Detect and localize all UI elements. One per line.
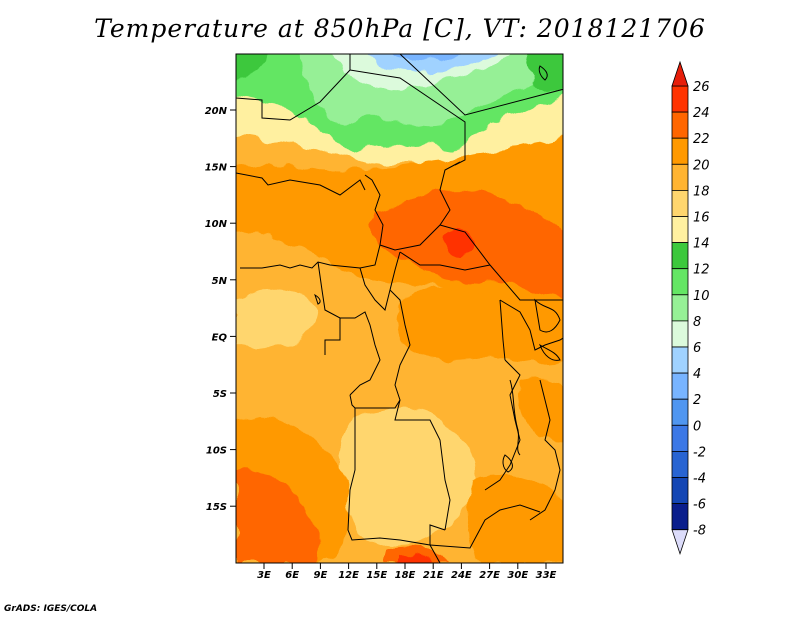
plot-frame	[235, 53, 564, 564]
colorbar-swatch	[671, 85, 689, 113]
lon-tick-label: 9E	[314, 570, 328, 581]
lon-tick-label: 18E	[395, 570, 416, 581]
colorbar-level-label: -4	[693, 472, 706, 487]
colorbar-level-label: 8	[693, 315, 701, 330]
lat-tick-label: 10S	[206, 446, 227, 457]
colorbar-under-arrow	[671, 529, 689, 555]
colorbar-level-label: -6	[693, 498, 706, 513]
colorbar-swatch	[671, 320, 689, 348]
longitude-axis: 3E 6E 9E 12E 15E 18E 21E 24E 27E 30E 33E	[257, 563, 557, 581]
lon-tick-label: 33E	[536, 570, 557, 581]
lon-tick-label: 27E	[479, 570, 500, 581]
colorbar-swatch	[671, 346, 689, 374]
colorbar-level-label: 20	[693, 158, 710, 173]
colorbar-level-label: 12	[693, 263, 710, 278]
colorbar-swatch	[671, 268, 689, 296]
colorbar-swatch	[671, 189, 689, 217]
colorbar-swatch	[671, 398, 689, 426]
colorbar-swatch	[671, 450, 689, 478]
lon-tick-label: 15E	[366, 570, 387, 581]
colorbar-swatch	[671, 216, 689, 244]
lat-tick-label: 5N	[212, 276, 228, 287]
colorbar-swatch	[671, 503, 689, 531]
colorbar-swatch	[671, 163, 689, 191]
lon-tick-label: 21E	[423, 570, 444, 581]
colorbar-level-label: 4	[693, 367, 701, 382]
lat-tick-label: EQ	[212, 332, 228, 343]
map-plot-area	[236, 54, 563, 563]
lon-tick-label: 24E	[451, 570, 472, 581]
colorbar-level-label: 18	[693, 184, 710, 199]
lon-tick-label: 6E	[285, 570, 299, 581]
colorbar-level-label: 24	[693, 106, 710, 121]
colorbar-swatch	[671, 477, 689, 505]
lon-tick-label: 30E	[507, 570, 528, 581]
colorbar-level-label: 26	[693, 80, 710, 95]
colorbar-swatch	[671, 137, 689, 165]
colorbar-level-label: 6	[693, 341, 701, 356]
colorbar-swatch	[671, 424, 689, 452]
latitude-axis: 20N 15N 10N 5N EQ 5S 10S 15S	[205, 106, 236, 513]
lon-tick-label: 3E	[257, 570, 271, 581]
colorbar-level-label: -2	[693, 445, 706, 460]
colorbar-level-label: -8	[693, 524, 706, 539]
colorbar-level-label: 14	[693, 237, 710, 252]
colorbar-swatch	[671, 111, 689, 139]
map-title: Temperature at 850hPa [C], VT: 201812170…	[94, 14, 706, 43]
colorbar-level-label: 16	[693, 211, 710, 226]
colorbar-swatch	[671, 294, 689, 322]
lat-tick-label: 15N	[205, 163, 228, 174]
lat-tick-label: 15S	[206, 502, 227, 513]
colorbar-level-label: 22	[693, 132, 710, 147]
lon-tick-label: 12E	[338, 570, 359, 581]
colorbar-level-label: 10	[693, 289, 710, 304]
colorbar-swatch	[671, 242, 689, 270]
lat-tick-label: 20N	[205, 106, 228, 117]
colorbar-level-label: 0	[693, 419, 701, 434]
lat-tick-label: 10N	[205, 219, 228, 230]
grads-credit: GrADS: IGES/COLA	[4, 604, 98, 614]
colorbar-level-label: 2	[693, 393, 701, 408]
colorbar-swatch	[671, 372, 689, 400]
lat-tick-label: 5S	[213, 389, 227, 400]
colorbar-over-arrow	[671, 60, 689, 87]
